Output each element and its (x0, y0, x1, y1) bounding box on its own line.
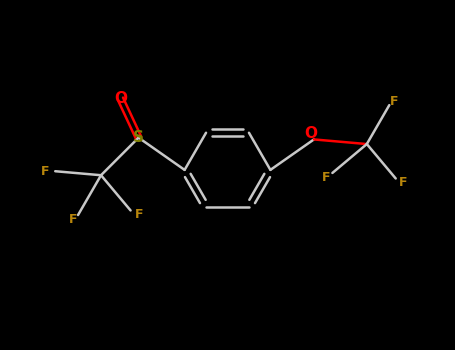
Text: O: O (114, 91, 127, 106)
Text: F: F (69, 212, 77, 226)
Text: F: F (390, 94, 399, 107)
Text: F: F (399, 176, 407, 189)
Text: F: F (322, 170, 330, 183)
Text: F: F (41, 165, 49, 178)
Text: O: O (304, 126, 317, 141)
Text: F: F (135, 208, 143, 221)
Text: S: S (133, 130, 144, 145)
